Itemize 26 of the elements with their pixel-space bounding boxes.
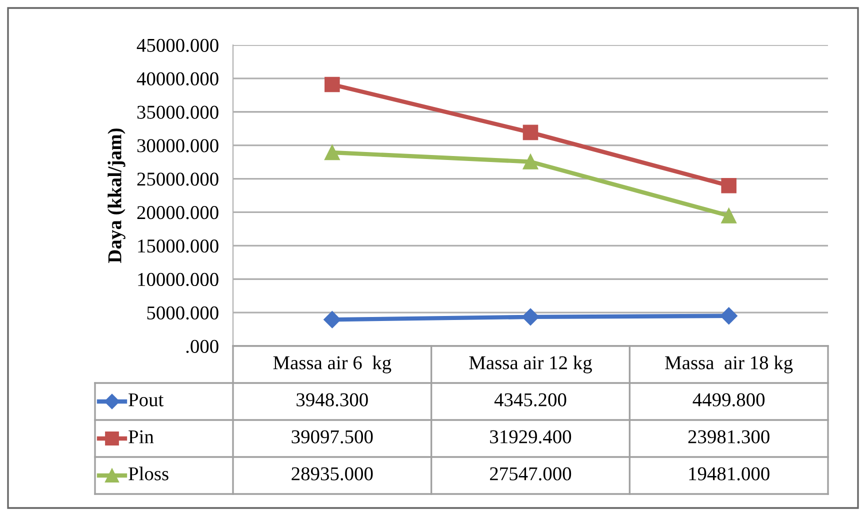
legend-label: Pout [128, 393, 164, 406]
data-label: 31929.400 [490, 430, 572, 444]
y-tick-label: 35000.000 [137, 106, 218, 119]
data-label: 28935.000 [292, 467, 373, 480]
y-tick-label: 45000.000 [136, 38, 218, 52]
y-tick-label: 40000.000 [136, 72, 218, 86]
x-tick-label: Massa air 18 kg [665, 356, 793, 374]
y-tick-label: 30000.000 [137, 139, 218, 152]
x-tick-label: Massa air 12 kg [469, 356, 592, 374]
y-tick-label: 15000.000 [138, 239, 218, 253]
data-label: 3948.300 [296, 393, 368, 406]
y-tick-label: .000 [186, 340, 218, 354]
y-tick-label: 5000.000 [147, 306, 218, 320]
data-label: 23981.300 [688, 430, 770, 444]
legend-label: Ploss [128, 466, 168, 480]
y-axis-title: Daya (kkal/jam) [108, 128, 126, 263]
data-label: 19481.000 [689, 467, 770, 480]
data-label: 39097.500 [292, 430, 373, 444]
legend-label: Pin [128, 430, 154, 444]
data-label: 27547.000 [490, 467, 572, 480]
y-tick-label: 25000.000 [137, 172, 218, 186]
data-label: 4499.800 [692, 393, 765, 406]
x-tick-label: Massa air 6 kg [273, 356, 392, 374]
y-tick-label: 10000.000 [138, 272, 218, 286]
y-tick-label: 20000.000 [137, 206, 218, 220]
data-label: 4345.200 [494, 393, 566, 406]
